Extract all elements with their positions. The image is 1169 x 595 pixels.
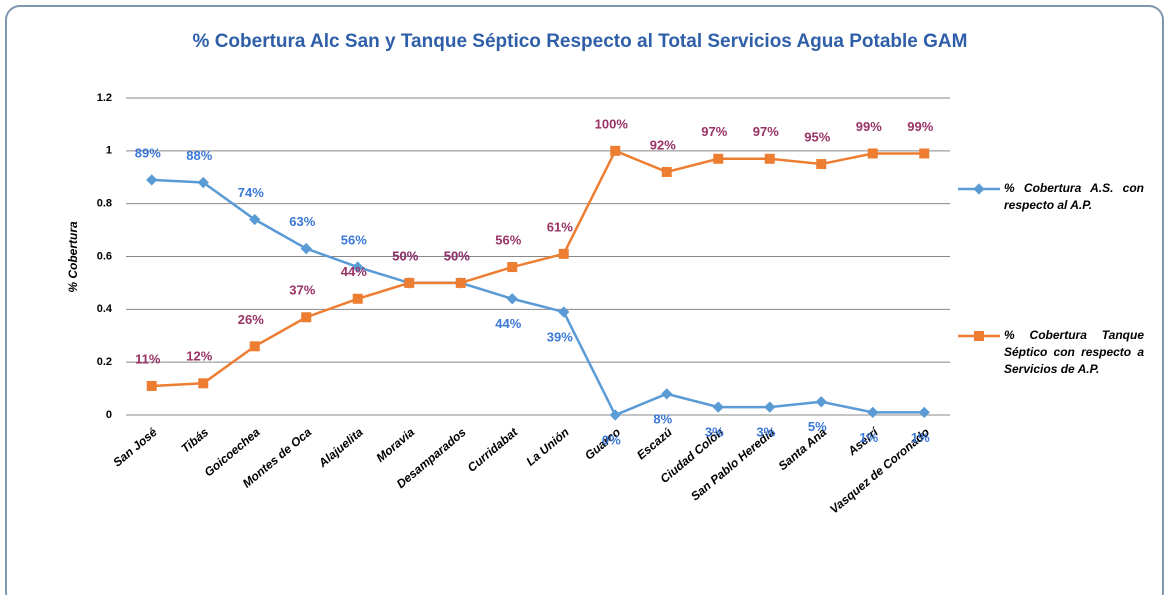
y-tick-label: 0 — [106, 409, 112, 421]
data-label: 99% — [856, 119, 882, 134]
data-label: 12% — [186, 349, 212, 364]
data-label: 74% — [238, 185, 264, 200]
y-tick-label: 1 — [106, 145, 112, 157]
legend-label: % Cobertura Tanque Séptico con respecto … — [1004, 328, 1144, 376]
marker — [249, 341, 260, 352]
marker — [815, 396, 827, 408]
marker — [713, 153, 724, 164]
data-label: 8% — [653, 411, 672, 426]
legend-marker — [973, 183, 985, 195]
data-label: 44% — [495, 316, 521, 331]
data-label: 44% — [341, 264, 367, 279]
data-label: 26% — [238, 312, 264, 327]
data-label: 39% — [547, 329, 573, 344]
data-label: 50% — [444, 248, 470, 263]
marker — [146, 174, 158, 186]
marker — [249, 213, 261, 226]
y-tick-label: 1.2 — [97, 92, 112, 104]
y-axis-label: % Cobertura — [66, 221, 80, 293]
data-label: 0% — [602, 432, 621, 447]
marker — [352, 261, 364, 273]
marker — [146, 380, 157, 391]
marker — [919, 148, 930, 159]
marker — [404, 277, 415, 288]
marker — [867, 406, 879, 419]
data-label: 63% — [289, 214, 315, 229]
data-label: 3% — [705, 425, 724, 440]
data-label: 1% — [911, 430, 930, 445]
marker — [764, 401, 776, 413]
frame — [5, 5, 1164, 595]
marker — [197, 176, 209, 189]
data-label: 99% — [907, 119, 933, 134]
data-label: 50% — [392, 248, 418, 263]
marker — [300, 242, 312, 255]
y-tick-label: 0.4 — [97, 303, 113, 315]
marker — [610, 145, 621, 156]
y-tick-label: 0.2 — [97, 356, 112, 368]
chart-title: % Cobertura Alc San y Tanque Séptico Res… — [193, 31, 968, 52]
marker — [506, 293, 518, 305]
marker — [198, 378, 209, 389]
data-label: 97% — [701, 124, 727, 139]
data-label: 56% — [341, 233, 367, 248]
data-label: 100% — [595, 116, 629, 131]
data-label: 5% — [808, 419, 827, 434]
series-line — [151, 178, 925, 417]
data-label: 11% — [135, 351, 161, 366]
marker — [918, 406, 930, 419]
marker — [609, 409, 621, 421]
marker — [558, 306, 570, 318]
marker — [661, 166, 672, 177]
marker — [867, 148, 878, 159]
legend-label: % Cobertura A.S. con respecto al A.P. — [1004, 181, 1144, 212]
marker — [816, 159, 827, 170]
marker — [301, 312, 312, 323]
marker — [764, 153, 775, 164]
data-label: 97% — [753, 124, 779, 139]
data-label: 56% — [495, 233, 521, 248]
y-tick-label: 0.8 — [97, 198, 112, 210]
series-line — [151, 149, 925, 388]
data-label: 50% — [392, 248, 418, 263]
marker — [455, 277, 466, 288]
marker — [558, 248, 569, 259]
data-label: 88% — [186, 148, 212, 163]
data-label: 50% — [444, 248, 470, 263]
data-label: 95% — [804, 129, 830, 144]
y-tick-label: 0.6 — [97, 250, 112, 262]
marker — [507, 262, 518, 273]
data-label: 3% — [756, 425, 775, 440]
data-label: 89% — [135, 145, 161, 160]
marker — [712, 401, 724, 413]
marker — [352, 293, 363, 304]
data-label: 61% — [547, 219, 573, 234]
data-label: 92% — [650, 137, 676, 152]
marker — [661, 388, 673, 400]
data-label: 37% — [289, 283, 315, 298]
data-label: 1% — [859, 430, 878, 445]
legend-marker — [974, 331, 984, 341]
